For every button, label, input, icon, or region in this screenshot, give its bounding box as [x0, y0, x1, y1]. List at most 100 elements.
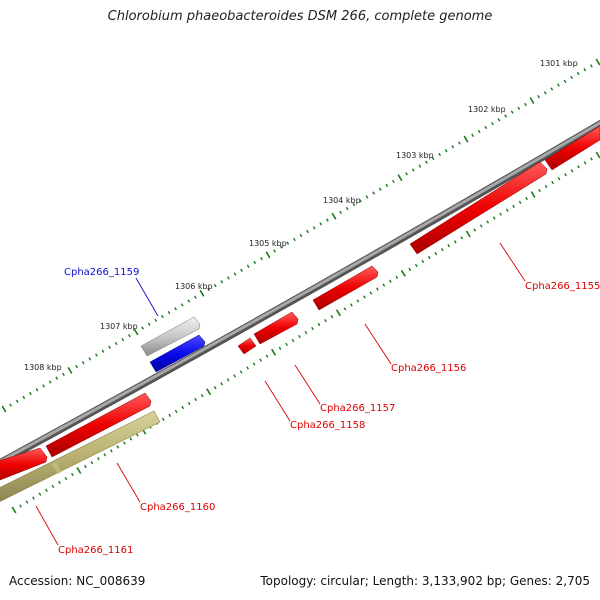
inner-scale-minor-tick — [58, 480, 61, 485]
outer-scale-minor-tick — [319, 222, 323, 226]
outer-scale-minor-tick — [167, 310, 171, 315]
leader-line-1160 — [116, 462, 141, 503]
inner-scale-minor-tick — [440, 248, 444, 252]
inner-scale-minor-tick — [551, 180, 554, 185]
gene-label-1159[interactable]: Cpha266_1159 — [64, 267, 139, 278]
inner-scale-minor-tick — [453, 240, 457, 244]
outer-scale-minor-tick — [161, 314, 164, 319]
outer-scale-minor-tick — [220, 280, 224, 284]
outer-scale-minor-tick — [174, 307, 177, 311]
inner-scale-minor-tick — [356, 299, 360, 303]
inner-scale-minor-tick — [252, 362, 256, 366]
outer-scale-minor-tick — [359, 199, 362, 203]
olive-feature-divider — [52, 462, 62, 474]
outer-scale-major-tick — [265, 251, 271, 259]
inner-scale-minor-tick — [590, 157, 593, 161]
gene-arrow-1156[interactable] — [312, 265, 379, 311]
inner-scale-minor-tick — [168, 413, 172, 417]
outer-scale-minor-tick — [187, 299, 191, 303]
inner-scale-minor-tick — [414, 263, 418, 268]
inner-scale-minor-tick — [382, 283, 386, 287]
gene-label-1157[interactable]: Cpha266_1157 — [320, 403, 395, 414]
inner-scale-minor-tick — [226, 378, 230, 382]
outer-scale-minor-tick — [504, 114, 507, 118]
inner-scale-minor-tick — [330, 315, 334, 319]
outer-scale-minor-tick — [55, 376, 59, 380]
outer-scale-minor-tick — [385, 183, 389, 188]
outer-scale-major-tick — [331, 212, 337, 220]
outer-scale-minor-tick — [372, 191, 375, 195]
inner-scale-minor-tick — [486, 220, 490, 224]
outer-scale-minor-tick — [62, 372, 65, 376]
outer-scale-minor-tick — [365, 195, 369, 199]
outer-scale-minor-tick — [312, 226, 316, 230]
gene-arrow-1159[interactable] — [149, 334, 206, 373]
outer-scale-minor-tick — [29, 391, 32, 396]
gene-label-1156[interactable]: Cpha266_1156 — [391, 363, 466, 374]
pseudo-gene-arrow[interactable] — [140, 316, 201, 357]
gene-label-1158[interactable]: Cpha266_1158 — [290, 420, 365, 431]
outer-scale-minor-tick — [352, 203, 356, 207]
inner-scale-minor-tick — [499, 212, 503, 216]
inner-scale-major-tick — [335, 309, 341, 317]
inner-scale-minor-tick — [220, 382, 224, 386]
outer-scale-minor-tick — [378, 187, 382, 191]
outer-scale-minor-tick — [286, 241, 290, 245]
leader-line-1157 — [294, 364, 321, 405]
outer-scale-minor-tick — [240, 268, 243, 272]
outer-scale-major-tick — [529, 97, 535, 105]
genome-summary-text: Topology: circular; Length: 3,133,902 bp… — [260, 574, 590, 588]
inner-scale-minor-tick — [174, 409, 178, 414]
outer-scale-minor-tick — [345, 206, 349, 211]
inner-scale-minor-tick — [278, 346, 282, 350]
inner-scale-minor-tick — [570, 169, 574, 173]
map-title: Chlorobium phaeobacteroides DSM 266, com… — [107, 9, 493, 24]
inner-scale-minor-tick — [376, 287, 379, 291]
outer-scale-major-tick — [595, 58, 600, 66]
inner-scale-minor-tick — [38, 492, 42, 496]
inner-scale-minor-tick — [285, 342, 288, 346]
gene-arrow-1157[interactable] — [253, 311, 299, 345]
genome-backbone — [0, 119, 600, 467]
gene-arrow-1158[interactable] — [237, 337, 257, 355]
outer-scale-minor-tick — [75, 364, 78, 369]
accession-text: Accession: NC_008639 — [9, 574, 146, 588]
gene-arrow-1155[interactable] — [409, 161, 548, 255]
inner-scale-minor-tick — [51, 484, 55, 488]
gene-arrow-1155-continued[interactable] — [544, 125, 600, 171]
gene-label-1161[interactable]: Cpha266_1161 — [58, 545, 133, 556]
outer-scale-minor-tick — [227, 276, 230, 280]
gene-arrow-1161[interactable] — [0, 447, 48, 482]
outer-scale-minor-tick — [42, 384, 45, 388]
inner-scale-minor-tick — [512, 204, 516, 208]
inner-scale-minor-tick — [246, 366, 249, 370]
scale-label-1301: 1301 kbp — [540, 59, 578, 68]
gene-arrow-1160[interactable] — [45, 392, 152, 458]
inner-scale-minor-tick — [109, 449, 113, 453]
inner-scale-minor-tick — [116, 445, 120, 449]
inner-scale-minor-tick — [369, 291, 373, 295]
olive-feature-band — [0, 410, 161, 502]
outer-scale-minor-tick — [213, 283, 217, 288]
leader-line-1155 — [499, 242, 526, 282]
outer-scale-minor-tick — [563, 79, 567, 83]
inner-scale-minor-tick — [317, 322, 321, 327]
outer-scale-major-tick — [463, 135, 469, 143]
outer-scale-minor-tick — [438, 152, 441, 157]
gene-label-1155[interactable]: Cpha266_1155 — [525, 281, 600, 292]
outer-scale-minor-tick — [299, 233, 303, 238]
gene-label-1160[interactable]: Cpha266_1160 — [140, 502, 215, 513]
outer-scale-minor-tick — [510, 110, 514, 114]
outer-scale-major-tick — [67, 366, 73, 374]
outer-scale-minor-tick — [576, 71, 580, 76]
outer-scale-minor-tick — [339, 210, 342, 215]
outer-scale-minor-tick — [273, 249, 276, 253]
inner-scale-minor-tick — [388, 279, 392, 283]
outer-scale-minor-tick — [477, 129, 481, 134]
outer-scale-major-tick — [133, 328, 139, 336]
inner-scale-minor-tick — [161, 417, 165, 421]
outer-scale-minor-tick — [444, 149, 448, 153]
leader-line-1158 — [264, 380, 291, 422]
inner-scale-major-tick — [465, 230, 471, 238]
inner-scale-minor-tick — [505, 208, 509, 212]
